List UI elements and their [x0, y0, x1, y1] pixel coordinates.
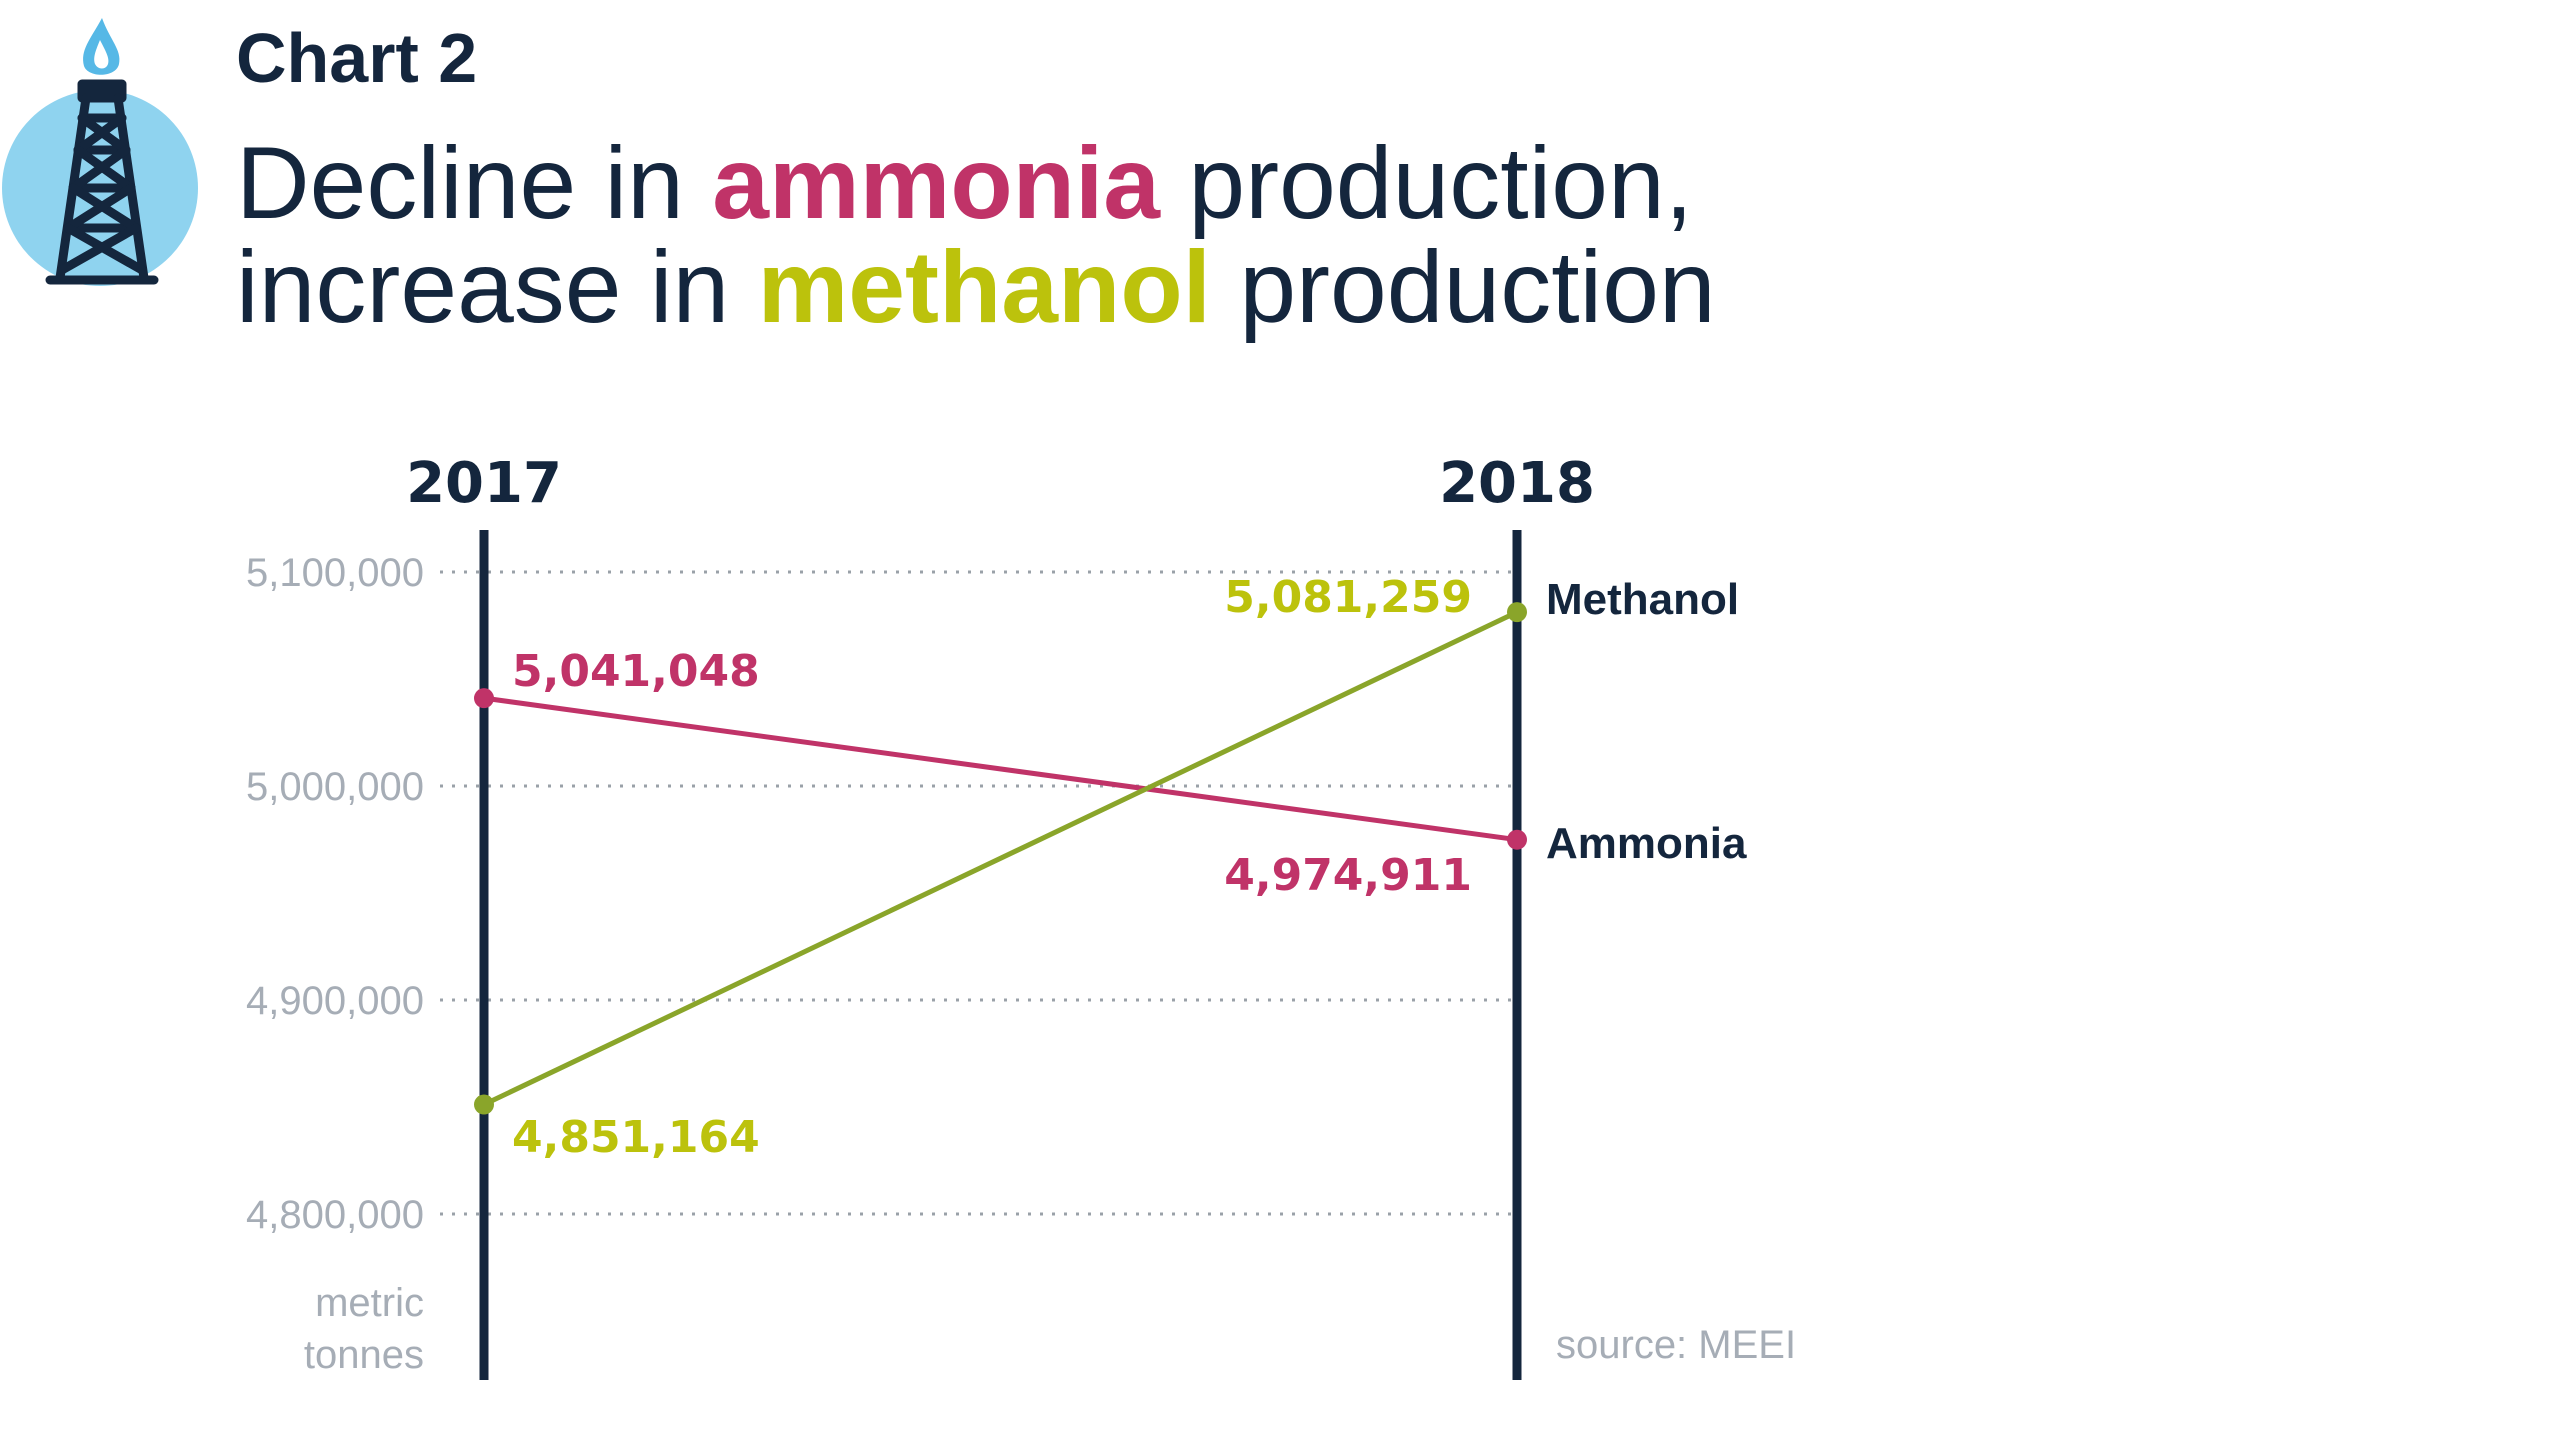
y-unit-label-line1: metric [315, 1281, 424, 1325]
y-axis-ticks: 5,100,000 5,000,000 4,900,000 4,800,000 [246, 551, 424, 1237]
title-line-1: Decline in ammonia production, [236, 126, 1693, 240]
ammonia-point-2018 [1507, 829, 1527, 850]
y-tick-label: 4,800,000 [246, 1193, 424, 1237]
ammonia-2017-value-label: 5,041,048 [512, 646, 760, 697]
source-label: source: MEEI [1556, 1323, 1796, 1367]
chart-number: Chart 2 [236, 19, 477, 97]
y-unit-label-line2: tonnes [304, 1333, 424, 1377]
methanol-point-2018 [1507, 602, 1527, 623]
series [474, 602, 1527, 1115]
title-line-2: increase in methanol production [236, 230, 1716, 344]
ammonia-2018-value-label: 4,974,911 [1224, 850, 1472, 901]
y-tick-label: 5,000,000 [246, 765, 424, 809]
series-label-ammonia: Ammonia [1546, 819, 1747, 868]
methanol-2017-value-label: 4,851,164 [512, 1112, 760, 1163]
methanol-point-2017 [474, 1094, 494, 1115]
y-tick-label: 4,900,000 [246, 979, 424, 1023]
y-tick-label: 5,100,000 [246, 551, 424, 595]
series-label-methanol: Methanol [1546, 575, 1739, 624]
oil-derrick-icon [2, 18, 198, 286]
title-highlight-methanol: methanol [758, 230, 1211, 344]
x-label-2018: 2018 [1439, 451, 1595, 516]
title-highlight-ammonia: ammonia [712, 126, 1161, 240]
ammonia-point-2017 [474, 688, 494, 709]
ammonia-series-line [483, 695, 1518, 843]
methanol-series-line [482, 609, 1519, 1107]
methanol-2018-value-label: 5,081,259 [1224, 572, 1472, 623]
x-label-2017: 2017 [406, 451, 562, 516]
